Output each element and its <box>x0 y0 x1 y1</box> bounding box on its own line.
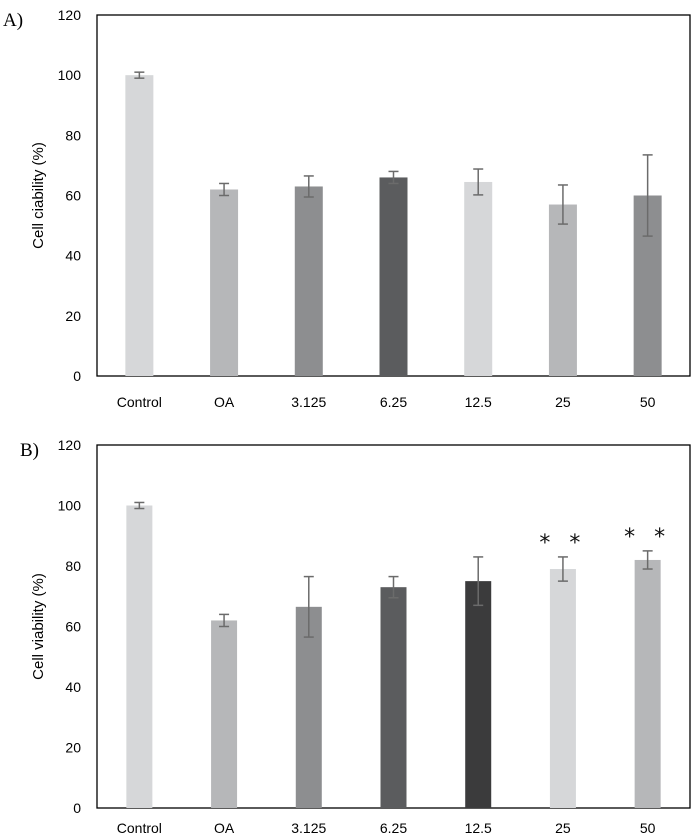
bar-1 <box>210 189 239 376</box>
bar-2 <box>295 606 322 808</box>
x-category-label: 3.125 <box>291 394 326 410</box>
x-category-label: 12.5 <box>465 820 492 836</box>
x-category-label: 50 <box>640 820 656 836</box>
y-tick-label: 80 <box>65 558 81 574</box>
y-tick-label: 60 <box>65 619 81 635</box>
panel-label: B) <box>20 440 39 461</box>
significance-mark-6: * * <box>624 525 671 550</box>
y-tick-label: 20 <box>65 308 81 324</box>
x-category-label: Control <box>117 820 162 836</box>
bar-2 <box>294 186 323 376</box>
y-axis-label: Cell viability (%) <box>30 573 47 680</box>
chart-panel-b: B) 0 20 40 60 80 100 120 Cell viability (%) Contr… <box>20 437 691 836</box>
bar-0 <box>126 505 153 808</box>
y-tick-label: 100 <box>58 67 82 83</box>
x-category-label: OA <box>214 394 235 410</box>
x-category-label: 3.125 <box>291 820 326 836</box>
y-axis-label: Cell ciability (%) <box>30 142 47 249</box>
x-category-label: 25 <box>555 820 571 836</box>
y-tick-label: 0 <box>73 368 81 384</box>
x-category-label: 12.5 <box>465 394 492 410</box>
bar-3 <box>380 587 407 808</box>
x-category-label: Control <box>117 394 162 410</box>
chart-panel-a: A) 0 20 40 60 80 100 120 Cell ciability (%) Contr… <box>3 7 691 410</box>
bar-4 <box>465 581 492 808</box>
bar-5 <box>549 569 576 808</box>
y-tick-label: 100 <box>58 498 82 514</box>
bar-1 <box>211 620 238 808</box>
bar-4 <box>464 181 493 376</box>
x-category-label: OA <box>214 820 235 836</box>
y-tick-label: 0 <box>73 800 81 816</box>
y-tick-label: 80 <box>65 127 81 143</box>
bar-6 <box>634 559 661 808</box>
significance-mark-5: * * <box>539 531 586 556</box>
x-category-label: 25 <box>555 394 571 410</box>
y-tick-label: 40 <box>65 248 81 264</box>
y-tick-label: 120 <box>58 437 82 453</box>
y-tick-label: 120 <box>58 7 82 23</box>
bar-0 <box>125 75 154 377</box>
x-category-label: 6.25 <box>380 820 407 836</box>
y-tick-label: 40 <box>65 679 81 695</box>
x-category-label: 50 <box>640 394 656 410</box>
x-category-label: 6.25 <box>380 394 407 410</box>
bar-3 <box>379 177 408 376</box>
bar-5 <box>548 204 577 376</box>
y-tick-label: 60 <box>65 188 81 204</box>
panel-label: A) <box>3 10 23 31</box>
y-tick-label: 20 <box>65 740 81 756</box>
